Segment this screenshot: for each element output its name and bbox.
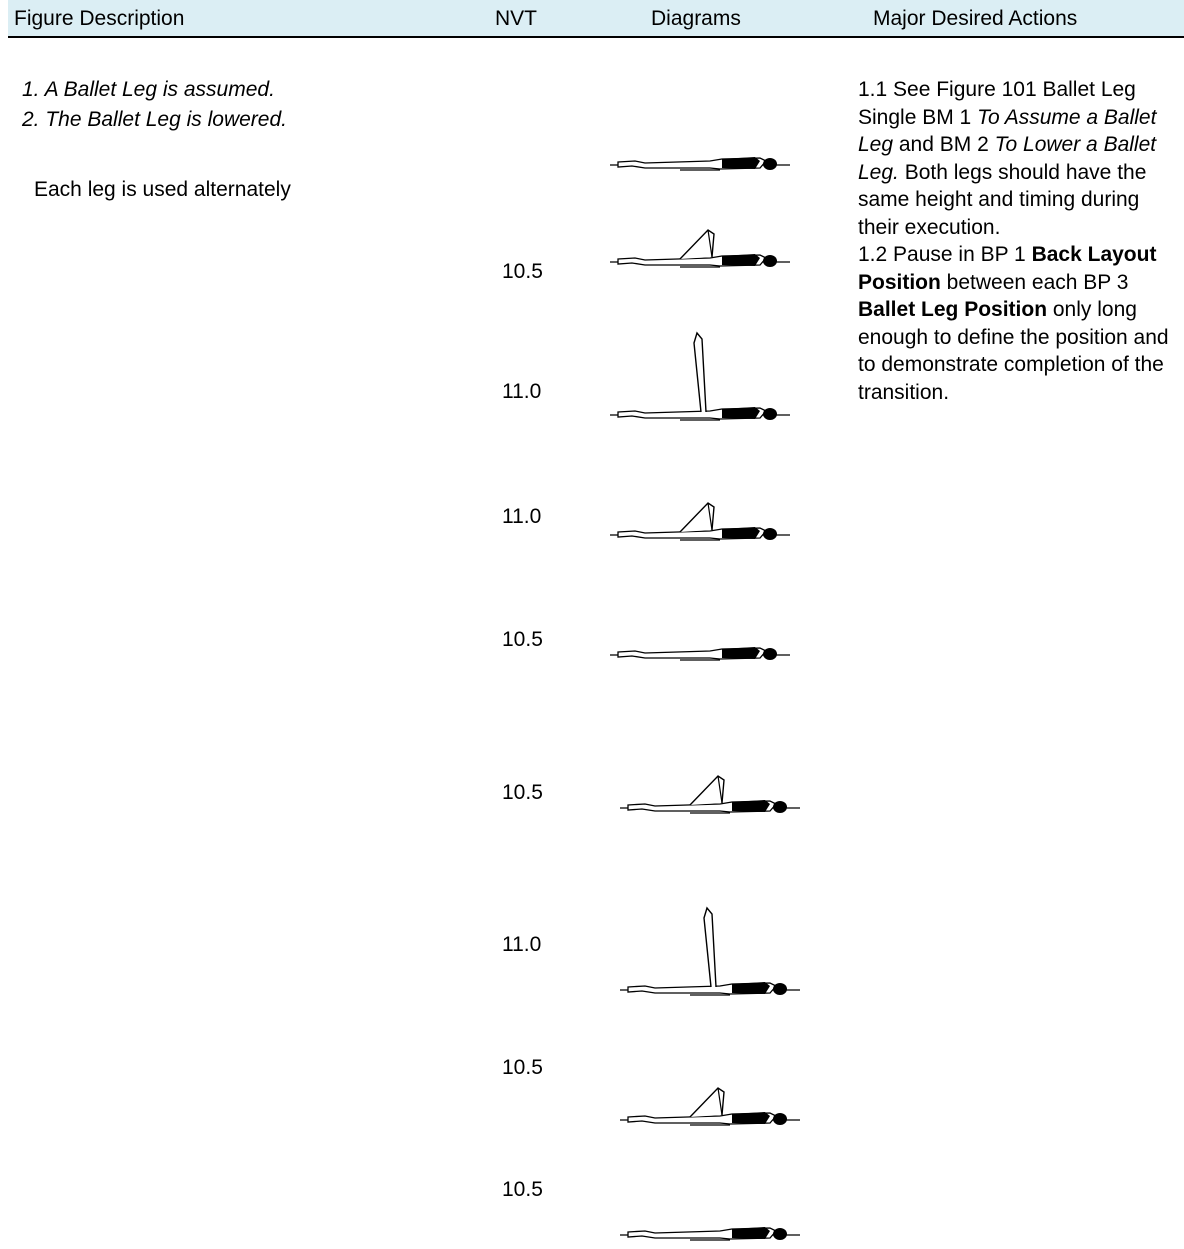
nvt-value: 10.5 — [502, 1056, 543, 1079]
nvt-value: 11.0 — [502, 933, 542, 956]
diagram — [610, 230, 790, 267]
note: Each leg is used alternately — [34, 178, 291, 201]
diagram — [610, 647, 790, 660]
diagram — [620, 1227, 800, 1240]
action-text: Ballet Leg Position — [858, 298, 1048, 321]
nvt-value: 11.0 — [502, 505, 542, 528]
diagram — [610, 157, 790, 170]
nvt-value: 10.5 — [502, 781, 543, 804]
diagram — [620, 908, 800, 995]
action-text: only long enough to define the position … — [858, 298, 1169, 404]
column-header: Diagrams — [651, 7, 741, 30]
diagram — [610, 333, 790, 420]
nvt-value: 10.5 — [502, 260, 543, 283]
action-text: between each BP 3 — [940, 270, 1129, 294]
nvt-value: 10.5 — [502, 628, 543, 651]
action-text: To Assume a Ballet Leg — [858, 105, 1157, 157]
action-item: 1.1 See Figure 101 Ballet Leg Single BM … — [858, 76, 1180, 241]
action-text: To Lower a Ballet Leg. — [858, 133, 1157, 184]
nvt-value: 11.0 — [502, 380, 542, 403]
action-item: 1.2 Pause in BP 1 Back Layout Position b… — [858, 241, 1180, 406]
column-header: Major Desired Actions — [873, 7, 1078, 30]
action-text: and BM 2 — [893, 133, 995, 156]
actions-column: 1.1 See Figure 101 Ballet Leg Single BM … — [858, 76, 1180, 406]
action-text: 1.1 See Figure 101 Ballet Leg Single BM … — [858, 78, 1136, 129]
diagram — [620, 776, 800, 813]
action-text: 1.2 Pause in BP 1 — [858, 243, 1032, 266]
table-header: Figure Description NVT Diagrams Major De… — [8, 0, 1184, 38]
column-header: Figure Description — [14, 7, 185, 30]
step: 2. The Ballet Leg is lowered. — [22, 108, 287, 131]
diagram — [610, 503, 790, 540]
step: 1. A Ballet Leg is assumed. — [22, 78, 275, 101]
column-header: NVT — [495, 7, 537, 30]
action-text: Both legs should have the same height an… — [858, 160, 1147, 239]
nvt-value: 10.5 — [502, 1178, 543, 1201]
diagram — [620, 1088, 800, 1125]
action-text: Back Layout Position — [858, 243, 1157, 294]
